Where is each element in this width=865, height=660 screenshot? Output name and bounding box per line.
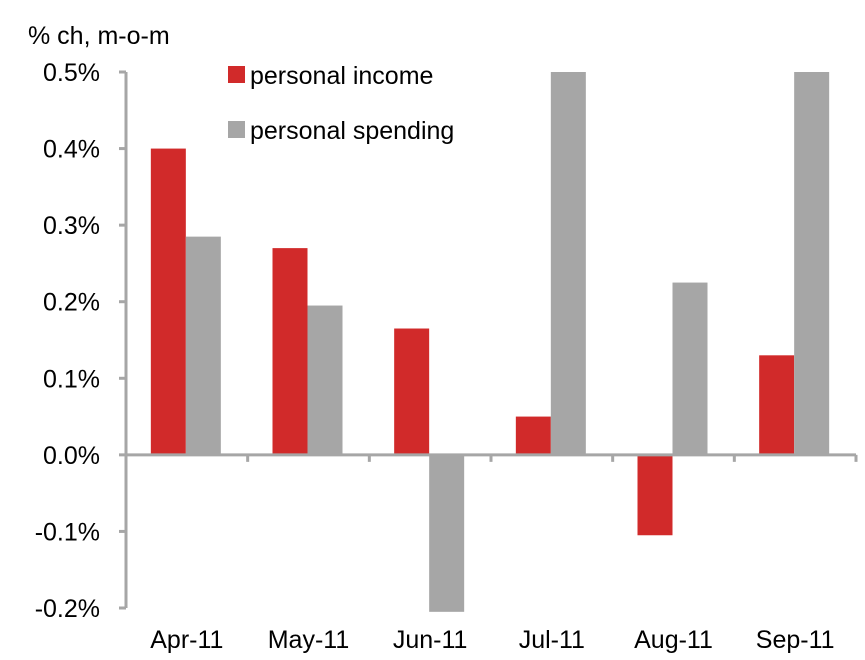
legend-label-personal-spending: personal spending xyxy=(250,117,454,145)
y-tick-label: 0.3% xyxy=(43,212,100,240)
bar-personal-income xyxy=(637,454,673,536)
legend-label-personal-income: personal income xyxy=(250,62,433,90)
bar-personal-income xyxy=(759,355,795,455)
x-tick-label: May-11 xyxy=(268,626,350,654)
y-tick-label: 0.0% xyxy=(43,442,100,470)
y-axis: 0.5% 0.4% 0.3% 0.2% 0.1% 0.0% -0.1% -0.2% xyxy=(35,59,128,623)
bar-personal-spending xyxy=(429,454,465,612)
x-axis: Apr-11 May-11 Jun-11 Jul-11 Aug-11 Sep-11 xyxy=(126,453,858,654)
bar-personal-income xyxy=(150,148,186,455)
bars xyxy=(150,72,830,612)
bar-personal-spending xyxy=(550,72,586,455)
legend-swatch-personal-income xyxy=(228,66,245,83)
bar-personal-spending xyxy=(794,72,830,455)
y-tick-label: 0.4% xyxy=(43,136,100,164)
x-tick-label: Aug-11 xyxy=(634,626,713,654)
bar-personal-spending xyxy=(672,282,708,455)
x-tick-label: Jul-11 xyxy=(519,626,585,654)
bar-personal-spending xyxy=(185,236,221,455)
x-tick-label: Apr-11 xyxy=(150,626,223,654)
y-tick-label: -0.2% xyxy=(35,595,100,623)
legend-swatch-personal-spending xyxy=(228,121,245,138)
x-tick-label: Sep-11 xyxy=(756,626,835,654)
bar-personal-income xyxy=(394,328,430,455)
x-tick-label: Jun-11 xyxy=(393,626,468,654)
y-tick-label: 0.5% xyxy=(43,59,100,87)
bar-personal-spending xyxy=(307,305,343,455)
y-tick-label: -0.1% xyxy=(35,518,100,546)
y-tick-label: 0.2% xyxy=(43,289,100,317)
bar-personal-income xyxy=(272,248,308,455)
bar-personal-income xyxy=(515,416,551,455)
legend: personal income personal spending xyxy=(228,62,454,145)
y-tick-label: 0.1% xyxy=(43,365,100,393)
y-unit-label: % ch, m-o-m xyxy=(28,22,170,50)
